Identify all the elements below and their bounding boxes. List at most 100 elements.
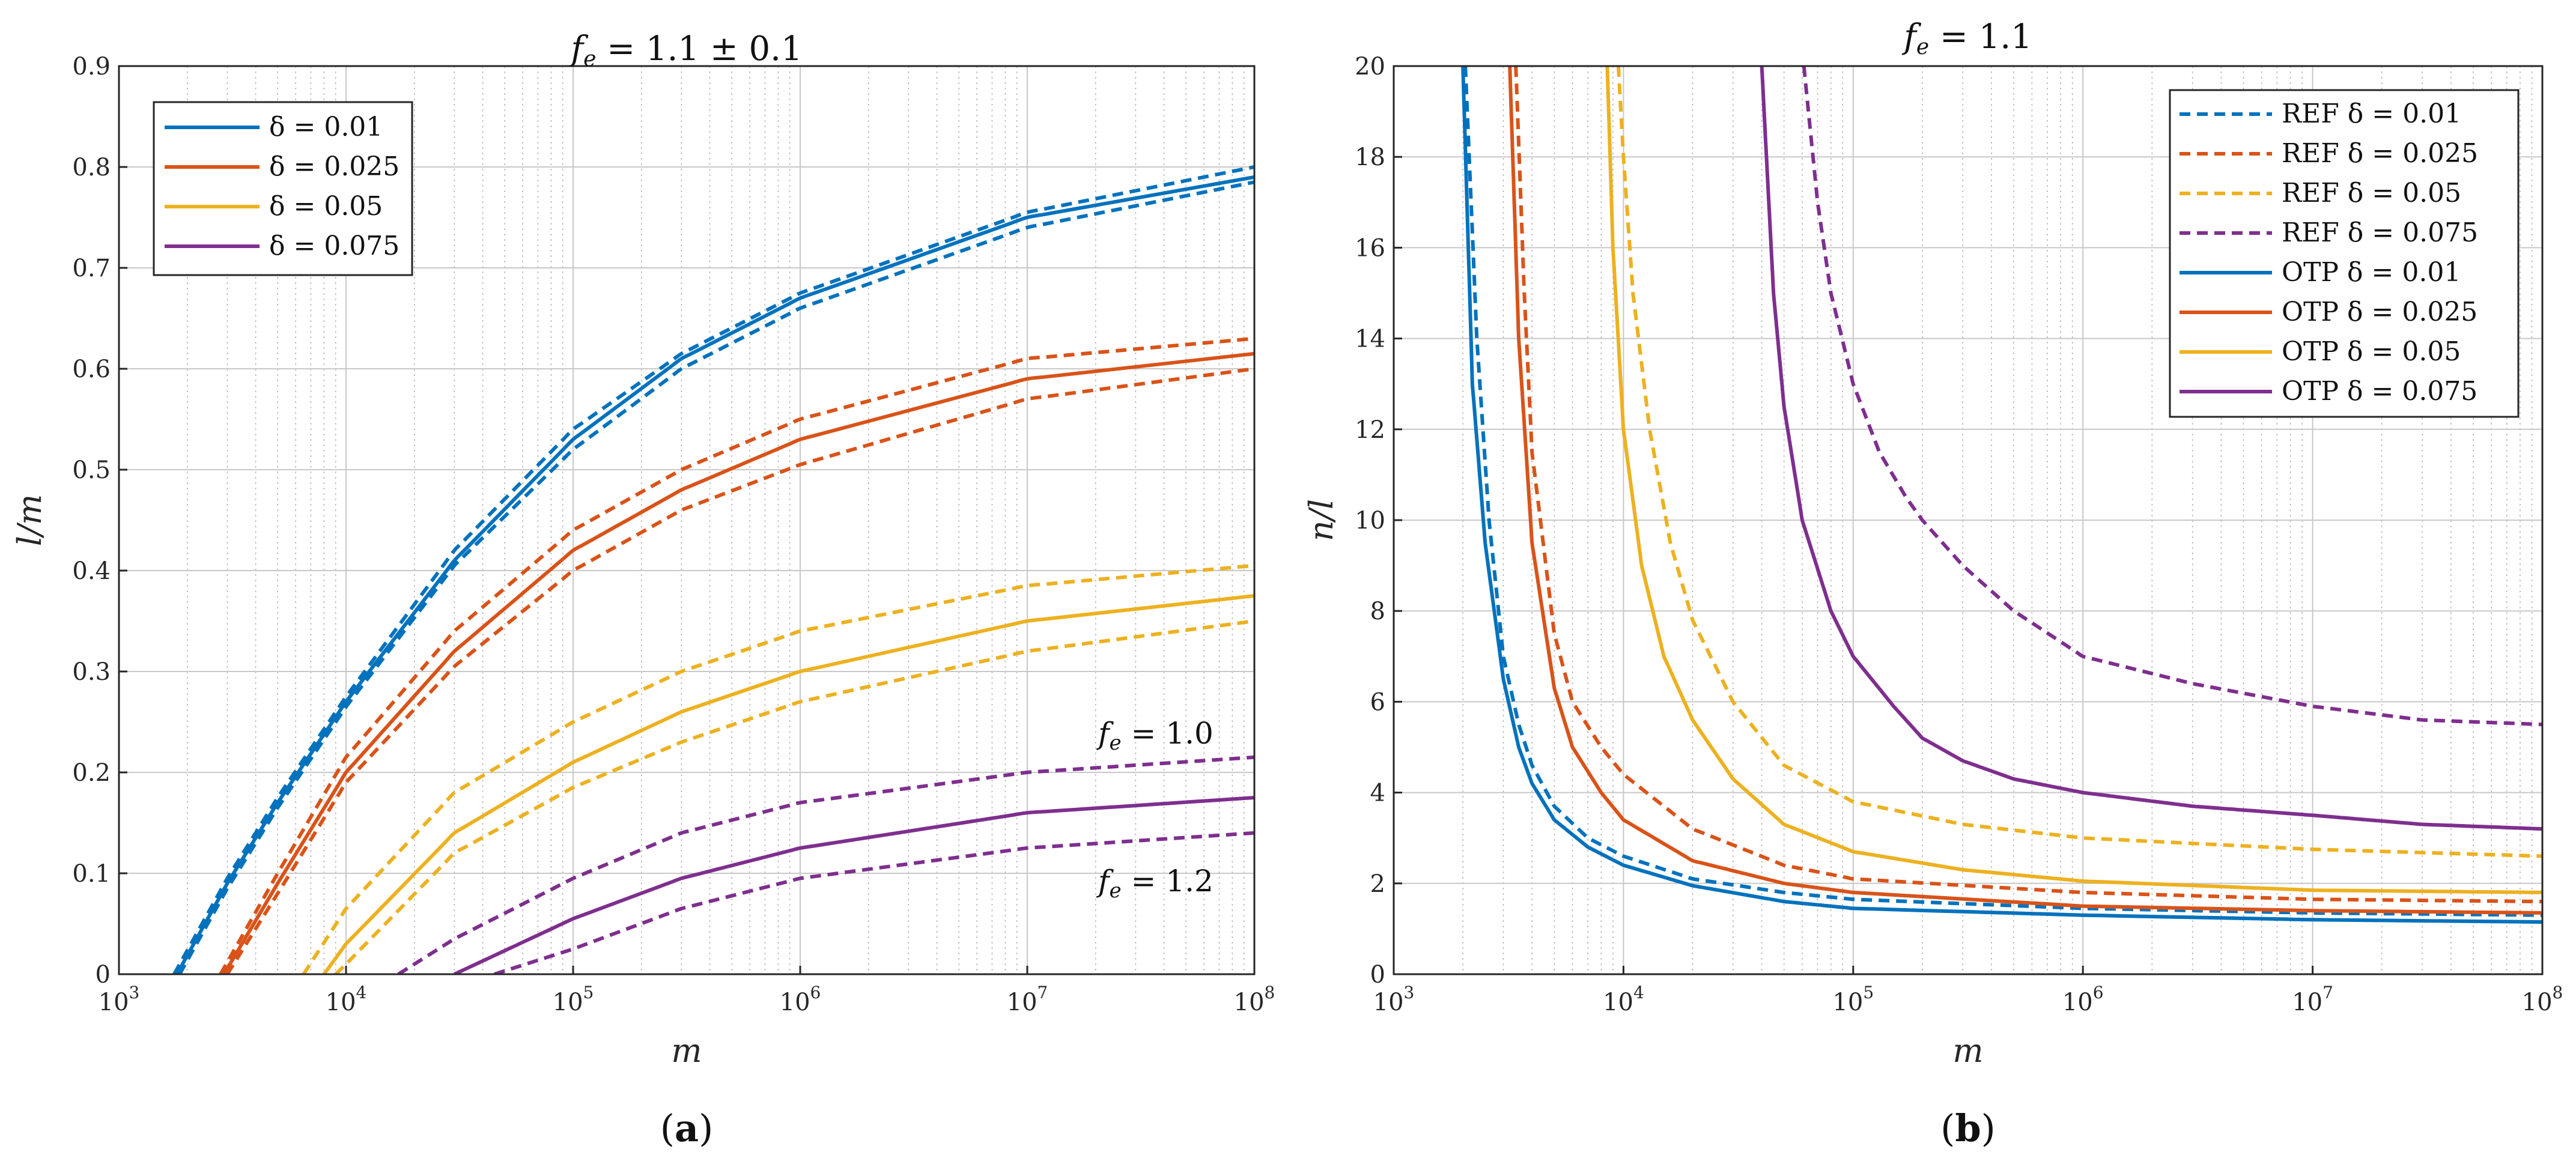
x-tick-label: 103 xyxy=(99,983,140,1016)
caption-b: (b) xyxy=(1940,1106,1996,1150)
panel-b-legend-item: OTP δ = 0.05 xyxy=(2180,336,2461,367)
series-line xyxy=(322,594,1254,974)
panel-a-legend-item: δ = 0.05 xyxy=(165,191,383,222)
panel-b-legend-item: REF δ = 0.025 xyxy=(2180,138,2478,169)
panel-b-xlabel: m xyxy=(1952,1032,1983,1070)
series-line xyxy=(1463,66,2542,917)
y-tick-label: 6 xyxy=(1370,688,1385,716)
panel-a-frame xyxy=(118,65,1256,975)
panel-b-legend-item: REF δ = 0.05 xyxy=(2180,178,2461,208)
y-tick-label: 0.5 xyxy=(72,456,111,484)
series-line xyxy=(219,336,1254,974)
y-tick-label: 0.3 xyxy=(72,658,111,686)
panel-b-legend-item: OTP δ = 0.075 xyxy=(2180,376,2477,407)
series-group xyxy=(1461,66,2542,924)
series-line xyxy=(1605,66,2542,894)
panel-b: 0 2 4 6 8 10 12 14 16 18 20 103 104 105 106 107 108 fe … xyxy=(1302,17,2563,1150)
panel-b-legend-item: REF δ = 0.075 xyxy=(2180,217,2478,248)
series-line xyxy=(397,755,1254,974)
series-line xyxy=(1508,66,2542,915)
panel-b-xticks: 103 104 105 106 107 108 xyxy=(1373,966,2563,1016)
panel-a-legend-item: δ = 0.025 xyxy=(165,151,399,182)
series-line xyxy=(302,563,1254,974)
legend-label: REF δ = 0.075 xyxy=(2282,217,2478,248)
x-tick-label: 104 xyxy=(326,983,367,1016)
y-tick-label: 0.7 xyxy=(72,255,111,282)
series-line xyxy=(454,796,1254,974)
legend-label: δ = 0.075 xyxy=(269,231,399,261)
panel-a-yticks: 0 0.1 0.2 0.3 0.4 0.5 0.6 0.7 0.8 0.9 xyxy=(72,53,127,989)
panel-b-legend: REF δ = 0.01 REF δ = 0.025 REF δ = 0.05 … xyxy=(2169,89,2520,418)
series-line xyxy=(178,180,1254,974)
series-line xyxy=(175,175,1254,974)
legend-label: REF δ = 0.025 xyxy=(2282,138,2478,169)
x-tick-label: 108 xyxy=(2522,983,2563,1016)
y-tick-label: 20 xyxy=(1355,53,1385,80)
x-tick-label: 105 xyxy=(553,983,594,1016)
legend-label: OTP δ = 0.075 xyxy=(2282,376,2477,407)
legend-label: REF δ = 0.01 xyxy=(2282,99,2461,129)
panel-b-yticks: 0 2 4 6 8 10 12 14 16 18 20 xyxy=(1355,53,1402,989)
y-tick-label: 0.2 xyxy=(72,759,111,787)
x-tick-label: 108 xyxy=(1234,983,1275,1016)
series-line xyxy=(1760,66,2542,831)
x-tick-label: 107 xyxy=(2292,983,2333,1016)
panel-b-ylabel: n/l xyxy=(1302,499,1340,541)
legend-label: δ = 0.025 xyxy=(269,151,399,182)
y-tick-label: 0.4 xyxy=(72,557,111,585)
x-tick-label: 103 xyxy=(1373,983,1415,1016)
y-tick-label: 0 xyxy=(96,961,111,989)
series-line xyxy=(493,831,1254,974)
series-line xyxy=(172,165,1254,974)
panel-a: 00.10.20.30.40.50.60.70.80.9 103 104 105 10… xyxy=(11,29,1275,1150)
legend-label: δ = 0.05 xyxy=(269,191,383,222)
annotation-fe-1-2: fe = 1.2 xyxy=(1096,864,1214,903)
y-tick-label: 0.9 xyxy=(72,53,111,80)
y-tick-label: 18 xyxy=(1355,144,1385,171)
legend-label: δ = 0.01 xyxy=(269,112,383,142)
series-line xyxy=(1802,66,2542,727)
series-line xyxy=(1616,66,2542,858)
legend-label: OTP δ = 0.025 xyxy=(2282,297,2477,327)
panel-a-xlabel: m xyxy=(671,1032,702,1070)
x-tick-label: 104 xyxy=(1603,983,1644,1016)
legend-label: OTP δ = 0.01 xyxy=(2282,257,2461,288)
y-tick-label: 16 xyxy=(1355,234,1385,262)
y-tick-label: 2 xyxy=(1370,870,1385,898)
series-group xyxy=(172,165,1254,974)
panel-a-series xyxy=(172,165,1254,974)
series-line xyxy=(334,619,1254,974)
series-line xyxy=(1461,66,2542,924)
y-tick-label: 0.1 xyxy=(72,860,111,888)
panel-a-legend: δ = 0.01 δ = 0.025 δ = 0.05 δ = 0.075 xyxy=(153,101,413,276)
panel-b-legend-item: REF δ = 0.01 xyxy=(2180,99,2461,129)
y-tick-label: 0.8 xyxy=(72,154,111,181)
y-tick-label: 8 xyxy=(1370,598,1385,625)
legend-label: REF δ = 0.05 xyxy=(2282,178,2461,208)
panel-b-legend-item: OTP δ = 0.01 xyxy=(2180,257,2461,288)
x-tick-label: 107 xyxy=(1007,983,1048,1016)
x-tick-label: 105 xyxy=(1832,983,1874,1016)
series-line xyxy=(1514,66,2542,903)
y-tick-label: 4 xyxy=(1370,780,1385,807)
y-tick-label: 10 xyxy=(1355,507,1385,535)
panel-a-ylabel: l/m xyxy=(11,494,49,547)
panel-a-title: fe = 1.1 ± 0.1 xyxy=(568,29,802,71)
series-line xyxy=(222,351,1254,974)
panel-a-xticks: 103 104 105 106 107 108 xyxy=(99,966,1275,1016)
panel-a-legend-item: δ = 0.075 xyxy=(165,231,399,261)
panel-b-series xyxy=(1461,66,2542,924)
legend-label: OTP δ = 0.05 xyxy=(2282,336,2461,367)
caption-a: (a) xyxy=(660,1106,714,1150)
panel-b-title: fe = 1.1 xyxy=(1901,17,2032,59)
panel-b-legend-item: OTP δ = 0.025 xyxy=(2180,297,2477,327)
x-tick-label: 106 xyxy=(2062,983,2104,1016)
annotation-fe-1-0: fe = 1.0 xyxy=(1096,716,1214,755)
y-tick-label: 14 xyxy=(1355,326,1385,353)
y-tick-label: 0 xyxy=(1370,961,1385,989)
x-tick-label: 106 xyxy=(780,983,821,1016)
panel-a-legend-item: δ = 0.01 xyxy=(165,112,383,142)
y-tick-label: 0.6 xyxy=(72,356,111,383)
series-line xyxy=(225,367,1254,974)
